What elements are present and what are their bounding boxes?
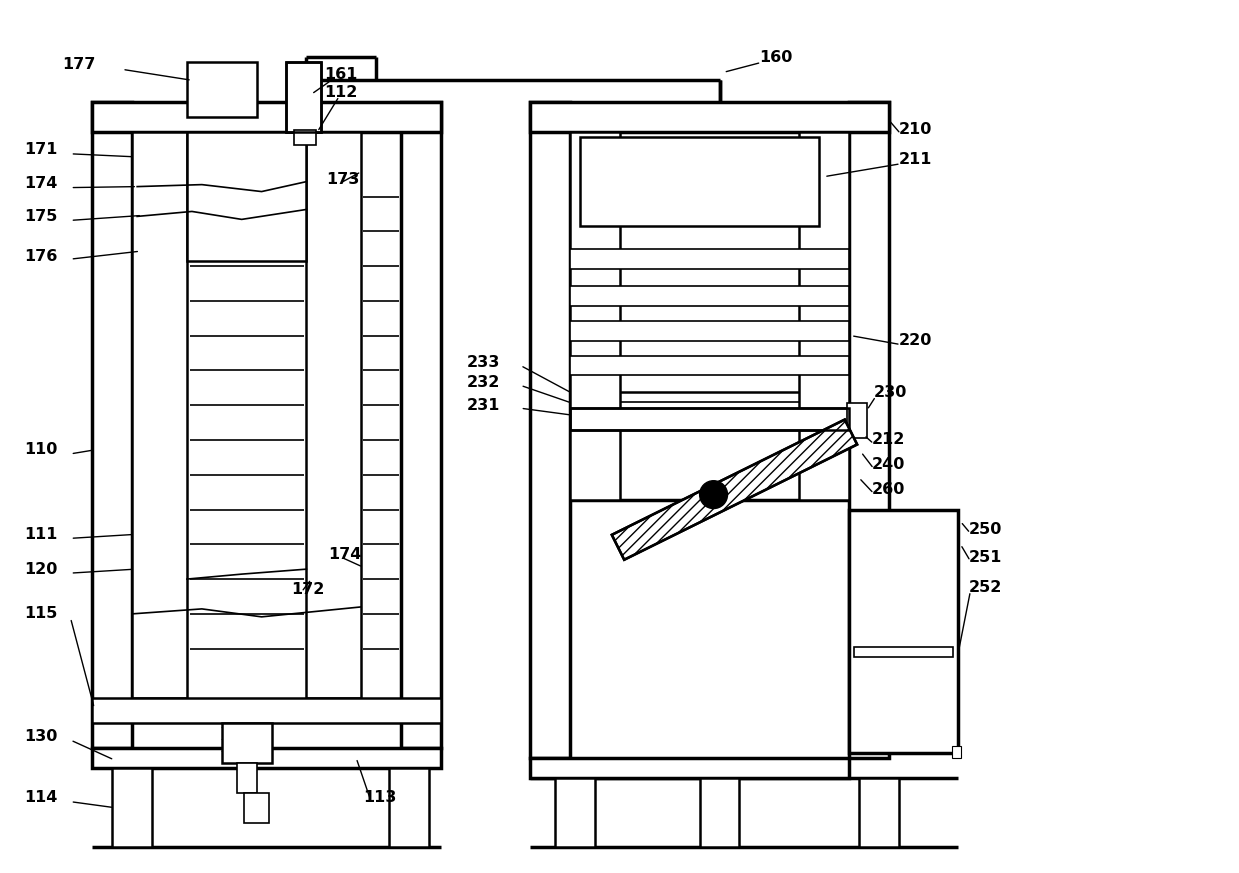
Bar bbox=[847, 403, 867, 438]
Text: 233: 233 bbox=[467, 355, 501, 370]
Bar bbox=[187, 132, 306, 261]
Bar bbox=[859, 778, 898, 848]
Text: 240: 240 bbox=[872, 457, 906, 472]
Text: 210: 210 bbox=[898, 122, 932, 137]
Bar bbox=[93, 748, 441, 768]
Bar bbox=[93, 102, 133, 748]
Bar bbox=[849, 102, 888, 758]
Bar bbox=[799, 132, 849, 499]
Bar bbox=[295, 130, 316, 145]
Bar bbox=[113, 768, 152, 848]
Bar bbox=[530, 102, 570, 758]
Text: 211: 211 bbox=[898, 152, 932, 168]
Text: 174: 174 bbox=[25, 176, 58, 191]
Text: 176: 176 bbox=[25, 249, 58, 264]
Text: 231: 231 bbox=[467, 398, 501, 413]
Bar bbox=[530, 758, 849, 778]
Bar bbox=[570, 132, 620, 499]
Bar bbox=[187, 62, 256, 117]
Text: 177: 177 bbox=[62, 57, 95, 72]
Bar bbox=[389, 768, 429, 848]
Text: 161: 161 bbox=[325, 67, 358, 82]
Text: 251: 251 bbox=[969, 550, 1002, 565]
Bar bbox=[849, 510, 959, 753]
Bar bbox=[570, 355, 849, 375]
Bar bbox=[306, 132, 361, 698]
Text: 130: 130 bbox=[25, 729, 58, 744]
Text: 110: 110 bbox=[25, 443, 58, 457]
Bar bbox=[570, 409, 849, 430]
Bar bbox=[570, 320, 849, 340]
Bar bbox=[530, 102, 888, 132]
Bar bbox=[286, 62, 321, 132]
Bar bbox=[93, 698, 441, 723]
Bar bbox=[555, 778, 595, 848]
Text: 114: 114 bbox=[25, 790, 58, 805]
Bar bbox=[244, 793, 269, 822]
Text: 172: 172 bbox=[291, 581, 325, 596]
Text: 220: 220 bbox=[898, 333, 932, 348]
Text: 111: 111 bbox=[25, 527, 58, 542]
Text: 175: 175 bbox=[25, 209, 58, 223]
Bar bbox=[854, 647, 954, 656]
Bar bbox=[401, 102, 441, 748]
Text: 173: 173 bbox=[326, 172, 359, 187]
Bar bbox=[133, 132, 187, 698]
Text: 232: 232 bbox=[467, 375, 501, 390]
Text: 174: 174 bbox=[328, 546, 362, 561]
Bar bbox=[286, 62, 321, 132]
Text: 212: 212 bbox=[872, 432, 906, 448]
Bar bbox=[222, 723, 271, 763]
Text: 250: 250 bbox=[969, 522, 1002, 537]
Bar bbox=[570, 286, 849, 306]
Text: 160: 160 bbox=[760, 50, 793, 65]
Circle shape bbox=[700, 481, 727, 509]
Bar bbox=[570, 249, 849, 269]
Bar bbox=[93, 102, 441, 132]
Bar bbox=[700, 778, 740, 848]
Text: 112: 112 bbox=[325, 85, 358, 100]
Text: 115: 115 bbox=[25, 607, 58, 622]
Bar bbox=[570, 409, 849, 430]
Bar bbox=[237, 763, 256, 793]
Text: 230: 230 bbox=[873, 385, 907, 400]
Text: 260: 260 bbox=[872, 482, 906, 497]
Text: 171: 171 bbox=[25, 142, 58, 157]
Text: 113: 113 bbox=[363, 790, 396, 805]
Text: 252: 252 bbox=[969, 580, 1002, 595]
Bar bbox=[952, 746, 961, 758]
Text: 120: 120 bbox=[25, 561, 58, 577]
Polygon shape bbox=[612, 420, 857, 560]
Bar bbox=[580, 137, 819, 226]
